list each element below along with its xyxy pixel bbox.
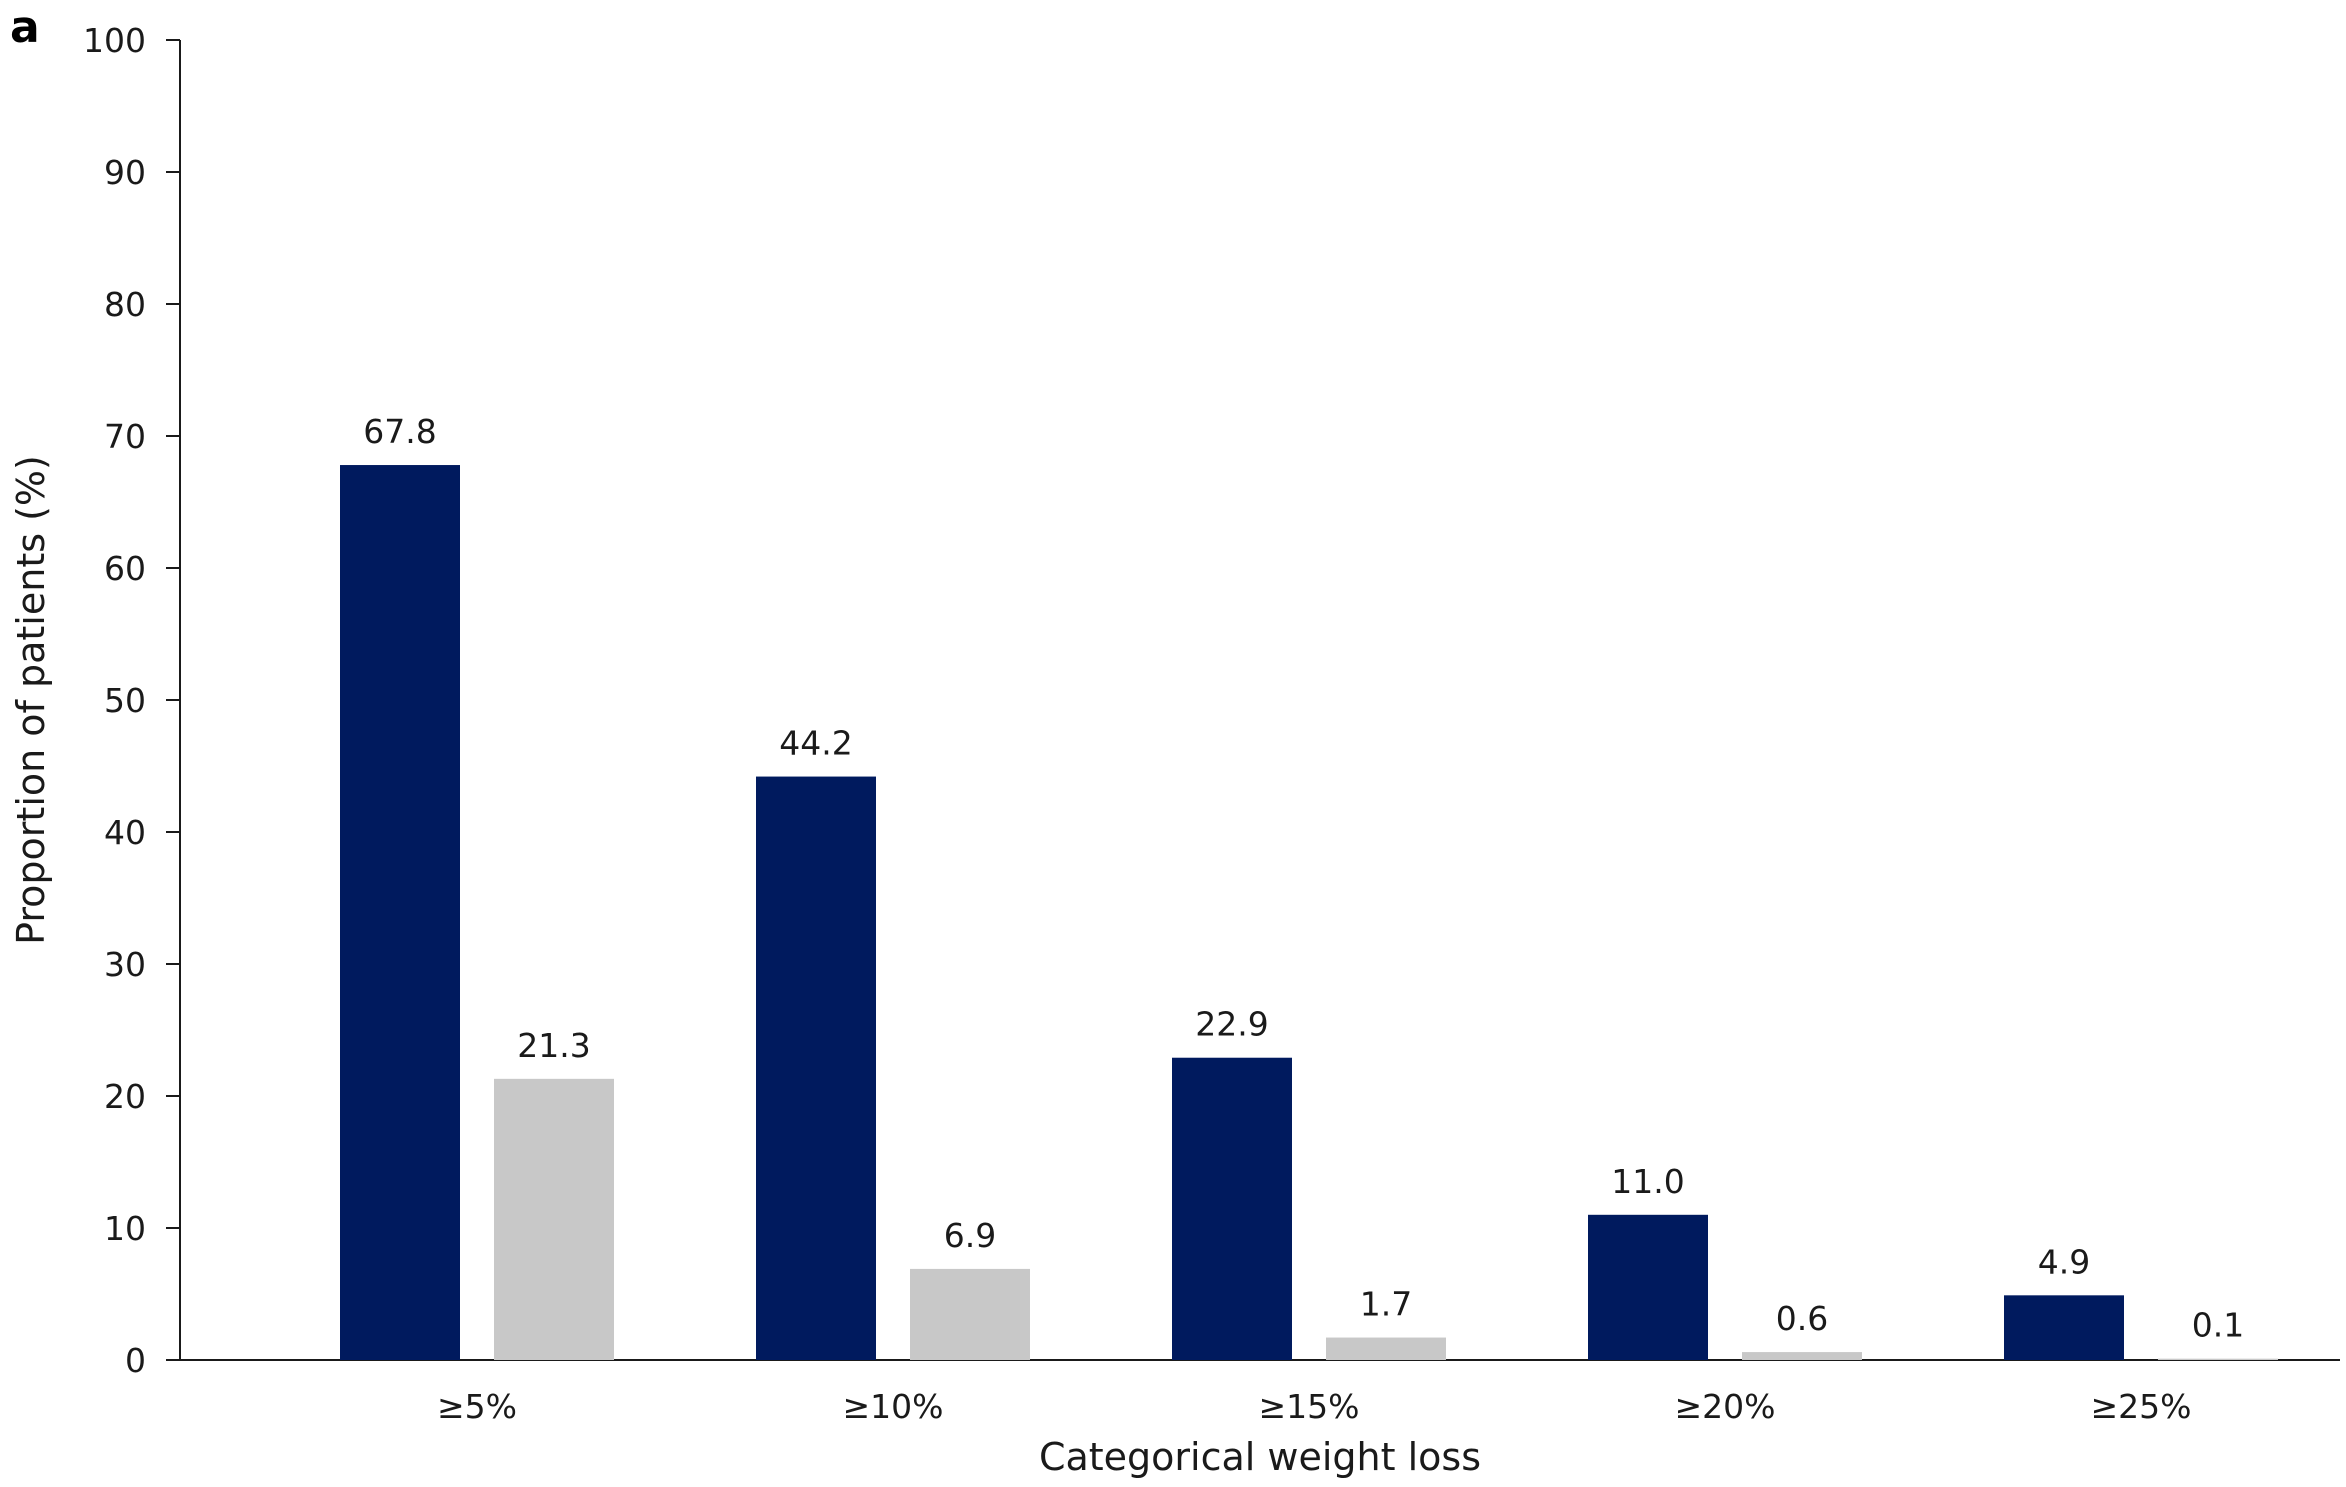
data-label: 0.6 — [1776, 1299, 1828, 1338]
data-label: 11.0 — [1611, 1162, 1684, 1201]
y-ticks: 0 10 20 30 40 50 60 70 80 90 100 — [83, 21, 180, 1380]
data-label: 1.7 — [1360, 1285, 1412, 1324]
bar-series-1 — [756, 776, 876, 1360]
bar-series-1 — [340, 465, 460, 1360]
y-tick-label: 20 — [104, 1077, 146, 1116]
x-axis-title: Categorical weight loss — [1039, 1435, 1481, 1479]
data-labels: 67.8 21.3 44.2 6.9 22.9 1.7 11.0 0.6 4.9 0.1 — [363, 412, 2244, 1345]
y-tick-label: 100 — [83, 21, 146, 60]
bar-series-1 — [1172, 1057, 1292, 1360]
x-tick-label: ≥10% — [843, 1387, 944, 1426]
data-label: 21.3 — [517, 1026, 590, 1065]
y-tick-label: 0 — [125, 1341, 146, 1380]
y-tick-label: 70 — [104, 417, 146, 456]
data-label: 6.9 — [944, 1216, 996, 1255]
y-axis-title: Proportion of patients (%) — [9, 455, 53, 945]
data-label: 67.8 — [363, 412, 436, 451]
data-label: 44.2 — [779, 724, 852, 763]
bar-series-2 — [1326, 1337, 1446, 1360]
bar-series-2 — [2158, 1358, 2278, 1360]
data-label: 4.9 — [2038, 1242, 2090, 1281]
bar-series-2 — [1742, 1352, 1862, 1360]
y-tick-label: 40 — [104, 813, 146, 852]
x-ticks: ≥5% ≥10% ≥15% ≥20% ≥25% — [437, 1387, 2192, 1426]
panel-label: a — [10, 2, 40, 53]
y-tick-label: 90 — [104, 153, 146, 192]
x-tick-label: ≥5% — [437, 1387, 517, 1426]
bar-series-2 — [910, 1268, 1030, 1360]
bars — [340, 465, 2278, 1360]
bar-series-1 — [2004, 1295, 2124, 1360]
y-tick-label: 50 — [104, 681, 146, 720]
y-tick-label: 10 — [104, 1209, 146, 1248]
bar-series-1 — [1588, 1214, 1708, 1360]
x-tick-label: ≥25% — [2091, 1387, 2192, 1426]
data-label: 0.1 — [2192, 1306, 2244, 1345]
data-label: 22.9 — [1195, 1005, 1268, 1044]
x-tick-label: ≥20% — [1675, 1387, 1776, 1426]
bar-series-2 — [494, 1078, 614, 1360]
y-tick-label: 30 — [104, 945, 146, 984]
y-tick-label: 60 — [104, 549, 146, 588]
x-tick-label: ≥15% — [1259, 1387, 1360, 1426]
y-tick-label: 80 — [104, 285, 146, 324]
